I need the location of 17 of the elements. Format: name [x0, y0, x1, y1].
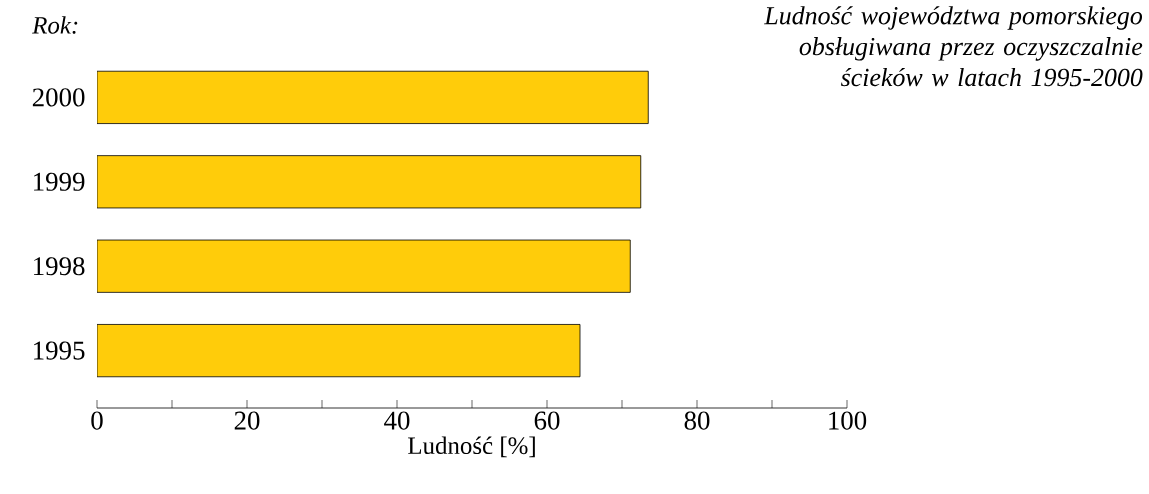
y-tick-label: 2000 — [32, 88, 85, 107]
y-axis-title: Rok: — [32, 16, 78, 34]
x-tick-label: 100 — [829, 411, 867, 430]
x-tick-label: 80 — [684, 411, 710, 430]
bar — [97, 239, 631, 293]
x-axis-title: Ludność [%] — [408, 436, 535, 458]
bar — [97, 324, 581, 378]
y-tick-label: 1998 — [34, 257, 85, 276]
bar — [97, 70, 649, 124]
text: Ludność województwa pomorskiego obsługiwana przez oczyszczalnie ścieków w latach 1995-2000 — [764, 6, 1143, 87]
x-tick-label: 60 — [534, 411, 560, 430]
x-tick-label: 20 — [234, 411, 260, 430]
y-tick-label: 1999 — [34, 172, 85, 191]
x-tick-label: 40 — [384, 411, 410, 430]
y-tick-label: 1995 — [34, 341, 85, 360]
x-tick-label: 0 — [91, 411, 103, 430]
bar — [97, 155, 642, 209]
